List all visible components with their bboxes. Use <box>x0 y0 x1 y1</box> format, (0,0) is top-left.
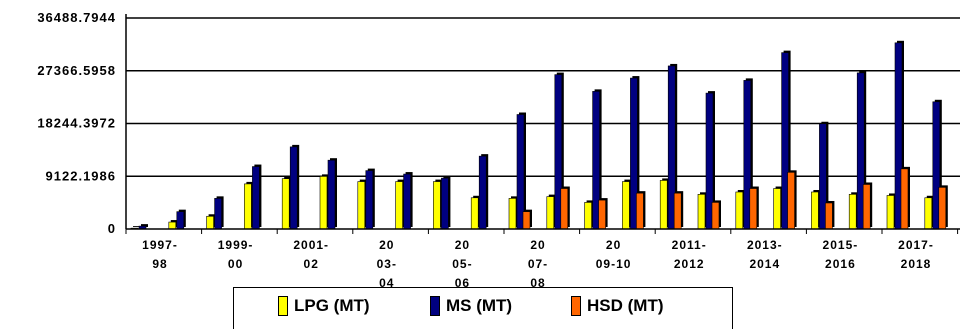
bar-ms <box>327 159 336 230</box>
bar-hsd <box>673 192 682 230</box>
x-tick-label: 2013- <box>747 238 783 252</box>
bar-lpg <box>546 196 555 230</box>
bar-lpg <box>622 181 630 230</box>
bar-hsd <box>900 168 909 230</box>
x-tick-label: 2011- <box>672 238 707 252</box>
bar-hsd <box>787 172 795 230</box>
x-axis-tick-labels: 1997- 98 1999- 00 2001- 02 20 03- 04 20 05- 06 20 07-… <box>142 238 934 290</box>
bar-lpg <box>395 181 403 230</box>
bar-ms <box>403 173 411 230</box>
x-tick-label: 09-10 <box>596 257 632 271</box>
bar-hsd <box>711 202 720 230</box>
bar-lpg <box>470 197 479 230</box>
y-tick-label: 9122.1986 <box>46 168 116 183</box>
bar-hsd <box>522 211 531 230</box>
bar-lpg <box>924 197 933 230</box>
legend: LPG (MT) MS (MT) HSD (MT) <box>233 287 733 329</box>
x-tick-label: 2018 <box>901 257 932 271</box>
bar-lpg <box>244 183 252 230</box>
x-tick-label: 2012 <box>674 257 705 271</box>
x-tick-label: 2016 <box>825 257 856 271</box>
bar-lpg <box>886 195 895 230</box>
bar-hsd <box>825 202 833 230</box>
bar-ms <box>289 146 298 230</box>
legend-swatch-hsd <box>571 296 581 316</box>
x-tick-label: 1999- <box>218 238 254 252</box>
bar-lpg <box>508 198 517 230</box>
legend-label-ms: MS (MT) <box>446 296 513 315</box>
bar-hsd <box>938 187 947 230</box>
x-tick-label: 1997- <box>142 238 178 252</box>
bars <box>130 40 948 230</box>
x-tick-label: 04 <box>379 276 394 290</box>
y-tick-label: 0 <box>108 221 116 236</box>
x-tick-label: 2001- <box>293 238 329 252</box>
bar-lpg <box>773 188 781 230</box>
bar-lpg <box>659 180 668 230</box>
legend-swatch-lpg <box>278 296 288 316</box>
x-tick-label: 00 <box>228 257 243 271</box>
bar-lpg <box>433 181 441 230</box>
bar-hsd <box>862 184 871 230</box>
bar-lpg <box>357 181 366 230</box>
x-tick-label: 06 <box>455 276 470 290</box>
bar-lpg <box>281 178 290 230</box>
legend-item-lpg: LPG (MT) <box>278 296 370 316</box>
x-tick-label: 2014 <box>749 257 780 271</box>
bar-hsd <box>560 188 569 230</box>
x-tick-label: 98 <box>152 257 167 271</box>
x-tick-label: 02 <box>304 257 319 271</box>
x-tick-label: 08 <box>530 276 545 290</box>
bar-hsd <box>636 192 644 230</box>
axes <box>125 14 960 234</box>
bar-lpg-shadow <box>133 226 140 227</box>
bar-ms <box>176 211 185 230</box>
bar-ms <box>478 155 487 230</box>
x-tick-label: 20 <box>530 238 545 252</box>
bar-ms <box>214 198 222 230</box>
bar-lpg <box>206 215 214 230</box>
legend-item-hsd: HSD (MT) <box>571 296 663 316</box>
legend-label-lpg: LPG (MT) <box>294 296 370 315</box>
bar-lpg <box>811 191 819 230</box>
bar-ms <box>365 170 374 230</box>
x-tick-label: 20 <box>606 238 621 252</box>
bar-ms <box>252 166 260 230</box>
bar-hsd <box>598 199 606 230</box>
bar-lpg <box>697 194 706 230</box>
gridlines <box>126 17 960 177</box>
x-tick-label: 03- <box>377 257 397 271</box>
x-tick-label: 07- <box>528 257 548 271</box>
bar-hsd <box>749 188 758 230</box>
legend-label-hsd: HSD (MT) <box>587 296 664 315</box>
x-tick-label: 05- <box>452 257 472 271</box>
x-tick-label: 20 <box>379 238 394 252</box>
legend-item-ms: MS (MT) <box>430 296 512 316</box>
y-tick-label: 36488.7944 <box>37 10 116 25</box>
bar-lpg <box>735 191 744 230</box>
bar-ms <box>441 177 449 230</box>
y-tick-label: 18244.3972 <box>37 116 116 131</box>
y-tick-label: 27366.5958 <box>37 63 116 78</box>
x-tick-label: 2015- <box>823 238 859 252</box>
x-tick-label: 20 <box>455 238 470 252</box>
bar-lpg <box>319 176 328 230</box>
bar-lpg <box>848 194 857 230</box>
bar-lpg <box>168 221 177 230</box>
bar-lpg <box>584 202 592 230</box>
bar-ms-shadow <box>141 224 148 227</box>
x-tick-label: 2017- <box>898 238 934 252</box>
y-axis-tick-labels: 0 9122.1986 18244.3972 27366.5958 36488.7944 <box>37 10 116 236</box>
legend-swatch-ms <box>430 296 440 316</box>
